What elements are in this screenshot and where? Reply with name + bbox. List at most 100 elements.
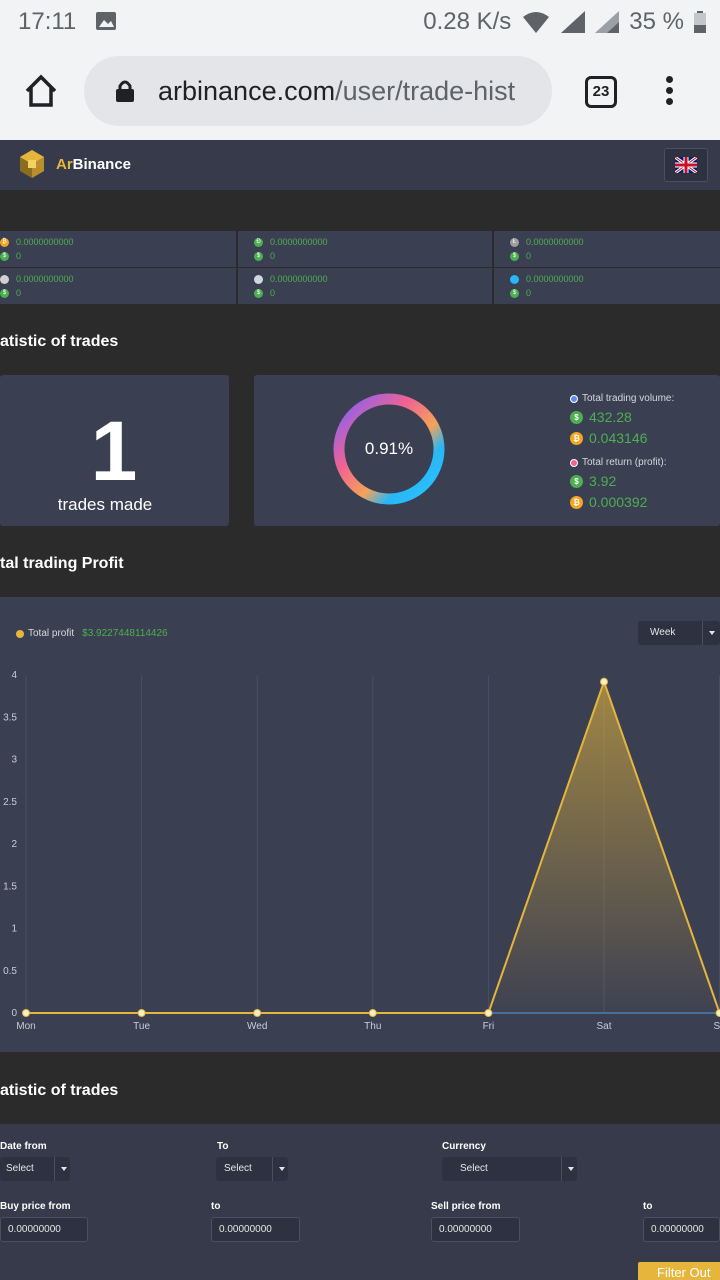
x-tick-label: Tue [133,1021,150,1032]
profit-area [26,681,720,1013]
sell-price-from-label: Sell price from [431,1201,501,1212]
data-point [484,1009,493,1017]
x-tick-label: Su [713,1021,720,1032]
currency-select[interactable]: Select [442,1157,577,1181]
chevron-down-icon [61,1167,67,1171]
image-notification-icon [96,12,116,30]
dollar-icon: $ [254,251,263,261]
dollar-icon: $ [0,288,9,298]
url-text[interactable]: arbinance.com/user/trade-hist [158,76,516,106]
litecoin-icon: Ł [510,237,519,247]
bitcoin-icon: ₿ [570,431,583,445]
home-icon[interactable] [24,74,58,108]
wallet-balances: ₿ 0.0000000000 $0 Ð 0.0000000000 $0 Ł 0.000… [0,230,720,305]
bitcoin-icon: ₿ [570,495,583,509]
y-tick-label: 1 [11,924,17,935]
period-select[interactable]: Week [638,621,720,645]
profit-legend: Total profit $3.9227448114426 [16,628,168,639]
signal-icon [561,11,586,33]
section-title-statistics: atistic of trades [0,333,119,350]
coin-icon [0,274,9,284]
buy-price-from-label: Buy price from [0,1201,71,1212]
network-speed: 0.28 K/s [423,8,512,35]
browser-toolbar: arbinance.com/user/trade-hist 23 [0,44,720,140]
wallet-usd: 0 [526,251,532,261]
profit-area-chart: Mon Tue Wed Thu Fri Sat Su 0 0.5 1 1.5 2 2.5 3 3.5 4 [3,670,720,1032]
trades-count-card: 1 trades made [0,375,229,526]
return-btc: ₿ 0.000392 [570,494,647,510]
status-time: 17:11 [18,8,77,35]
wallet-amount: 0.0000000000 [16,274,74,284]
wallet-cell: 0.0000000000 $0 [494,268,720,304]
chevron-down-icon [279,1167,285,1171]
volume-usd: $432.28 [570,409,632,425]
wallet-usd: 0 [526,288,532,298]
dollar-icon: $ [254,288,263,298]
dollar-icon: $ [510,251,519,261]
coin-icon: Ð [254,237,263,247]
lock-icon [116,80,134,102]
wallet-usd: 0 [16,288,22,298]
x-tick-label: Sat [596,1021,611,1032]
address-bar[interactable]: arbinance.com/user/trade-hist [84,56,552,126]
date-from-select[interactable]: Select [0,1157,70,1181]
filter-out-button[interactable]: Filter Out [638,1262,720,1280]
trades-label: trades made [57,495,153,514]
wifi-icon [523,12,550,33]
y-tick-label: 2 [11,839,17,850]
profit-chart-panel: Total profit $3.9227448114426 Week Mon Tu… [0,597,720,1052]
date-to-label: To [217,1141,229,1152]
data-point [22,1009,30,1017]
dollar-icon: $ [570,474,583,488]
battery-percent: 35 % [629,8,684,35]
profit-donut-chart [333,393,445,505]
site-logo[interactable]: ArBinance [16,148,131,180]
volume-btc: ₿ 0.043146 [570,430,647,446]
y-tick-label: 3 [11,755,17,766]
dollar-icon: $ [570,410,583,424]
y-tick-label: 1.5 [3,881,17,892]
trades-count: 1 [90,404,138,498]
section-title-filters: atistic of trades [0,1082,119,1099]
x-tick-label: Thu [364,1021,381,1032]
uk-flag-icon [675,157,697,173]
signal-x-icon [595,11,620,33]
overflow-menu-icon[interactable] [666,76,676,106]
sell-price-to-label: to [643,1201,653,1212]
y-tick-label: 4 [11,670,17,681]
wallet-cell: Ð 0.0000000000 $0 [238,231,492,267]
data-point [137,1009,146,1017]
dark-spacer [0,190,720,230]
volume-legend: Total trading volume: [570,393,674,404]
status-bar: 17:11 0.28 K/s 35 % [0,0,720,44]
coin-icon [254,274,263,284]
date-from-label: Date from [0,1141,47,1152]
wallet-amount: 0.0000000000 [270,237,328,247]
data-point [253,1009,262,1017]
x-tick-label: Fri [483,1021,495,1032]
bitcoin-icon: ₿ [0,237,9,247]
language-selector[interactable] [664,148,708,182]
volume-card: 0.91% Total trading volume: $432.28 ₿ 0.0… [254,375,720,526]
filter-panel: Date from Select To Select Currency Sele… [0,1124,720,1280]
date-to-select[interactable]: Select [216,1157,288,1181]
buy-price-to-label: to [211,1201,221,1212]
y-tick-label: 3.5 [3,712,17,723]
return-usd: $3.92 [570,473,616,489]
logo-ar-text: Ar [56,155,73,173]
section-title-profit: tal trading Profit [0,555,124,572]
sell-price-to-input[interactable]: 0.00000000 [643,1217,720,1242]
buy-price-to-input[interactable]: 0.00000000 [211,1217,300,1242]
wallet-usd: 0 [16,251,22,261]
tab-switcher-button[interactable]: 23 [585,76,617,108]
logo-binance-text: Binance [72,155,132,173]
sell-price-from-input[interactable]: 0.00000000 [431,1217,520,1242]
buy-price-from-input[interactable]: 0.00000000 [0,1217,88,1242]
chevron-down-icon [568,1167,574,1171]
data-point [715,1009,720,1017]
site-header: ArBinance [0,140,720,190]
currency-label: Currency [442,1141,486,1152]
wallet-amount: 0.0000000000 [270,274,328,284]
x-tick-label: Wed [247,1021,267,1032]
wallet-amount: 0.0000000000 [526,237,584,247]
